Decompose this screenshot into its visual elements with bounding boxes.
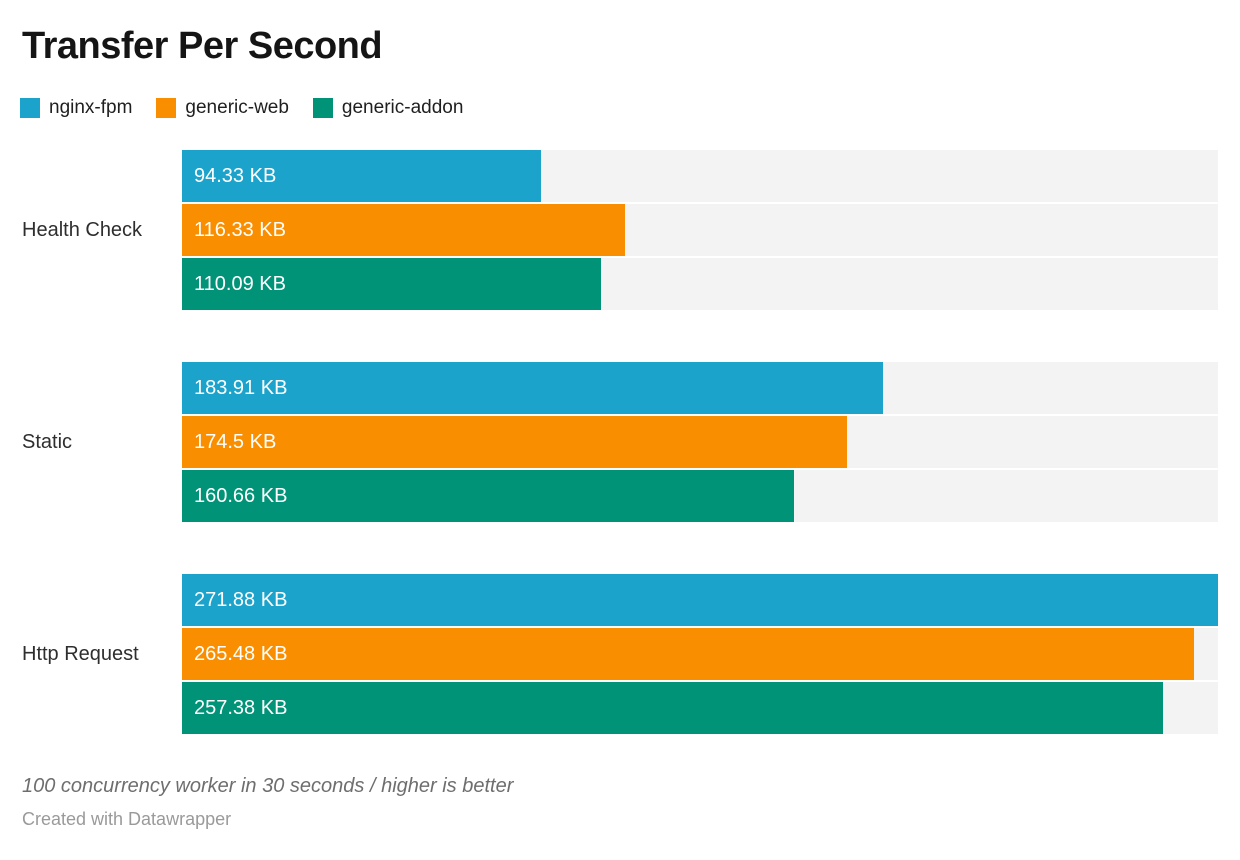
bar-track: 271.88 KB xyxy=(182,574,1218,626)
bar-generic-addon: 110.09 KB xyxy=(182,258,602,310)
attribution-text: Created with Datawrapper xyxy=(22,809,232,829)
legend-item-nginx-fpm: nginx-fpm xyxy=(20,97,132,119)
legend-label: generic-web xyxy=(185,97,289,118)
bar-value-label: 94.33 KB xyxy=(194,164,277,187)
bar-nginx-fpm: 94.33 KB xyxy=(182,150,542,202)
bar-value-label: 271.88 KB xyxy=(194,588,288,611)
bar-value-label: 183.91 KB xyxy=(194,376,288,399)
chart-title: Transfer Per Second xyxy=(22,25,383,67)
bar-value-label: 160.66 KB xyxy=(194,484,288,507)
category-group: Http Request 271.88 KB 265.48 KB 257.38 KB xyxy=(0,574,1240,734)
bar-track: 160.66 KB xyxy=(182,470,1218,522)
bar-track: 116.33 KB xyxy=(182,204,1218,256)
legend-swatch-icon xyxy=(312,98,333,118)
legend-swatch-icon xyxy=(20,98,40,118)
bar-value-label: 257.38 KB xyxy=(194,696,288,719)
bar-generic-web: 174.5 KB xyxy=(182,416,847,468)
bar-generic-web: 265.48 KB xyxy=(182,628,1194,680)
category-label: Static xyxy=(22,430,73,453)
category-bars: 271.88 KB 265.48 KB 257.38 KB xyxy=(182,574,1218,734)
category-label: Http Request xyxy=(22,642,139,665)
bar-track: 174.5 KB xyxy=(182,416,1218,468)
bar-track: 265.48 KB xyxy=(182,628,1218,680)
category-group: Static 183.91 KB 174.5 KB 160.66 KB xyxy=(0,362,1240,522)
category-group: Health Check 94.33 KB 116.33 KB 110.09 KB xyxy=(0,150,1240,310)
category-bars: 183.91 KB 174.5 KB 160.66 KB xyxy=(182,362,1218,522)
bar-value-label: 116.33 KB xyxy=(194,218,286,241)
category-label: Health Check xyxy=(22,218,143,241)
bar-track: 257.38 KB xyxy=(182,682,1218,734)
category-bars: 94.33 KB 116.33 KB 110.09 KB xyxy=(182,150,1218,310)
legend-label: generic-addon xyxy=(341,97,464,118)
bar-value-label: 110.09 KB xyxy=(194,272,286,295)
bar-generic-addon: 257.38 KB xyxy=(182,682,1163,734)
bar-nginx-fpm: 183.91 KB xyxy=(182,362,883,414)
chart-footnote: 100 concurrency worker in 30 seconds / h… xyxy=(22,775,514,797)
legend-swatch-icon xyxy=(156,98,177,118)
bar-track: 110.09 KB xyxy=(182,258,1218,310)
bar-track: 94.33 KB xyxy=(182,150,1218,202)
bar-chart: Health Check 94.33 KB 116.33 KB 110.09 KB St… xyxy=(0,150,1240,734)
legend-label: nginx-fpm xyxy=(49,97,133,118)
bar-generic-addon: 160.66 KB xyxy=(182,470,795,522)
legend-item-generic-addon: generic-addon xyxy=(312,97,464,119)
bar-track: 183.91 KB xyxy=(182,362,1218,414)
legend-item-generic-web: generic-web xyxy=(156,97,289,119)
legend: nginx-fpm generic-web generic-addon xyxy=(20,96,1240,120)
bar-value-label: 265.48 KB xyxy=(194,642,288,665)
bar-generic-web: 116.33 KB xyxy=(182,204,626,256)
bar-value-label: 174.5 KB xyxy=(194,430,277,453)
bar-nginx-fpm: 271.88 KB xyxy=(182,574,1218,626)
